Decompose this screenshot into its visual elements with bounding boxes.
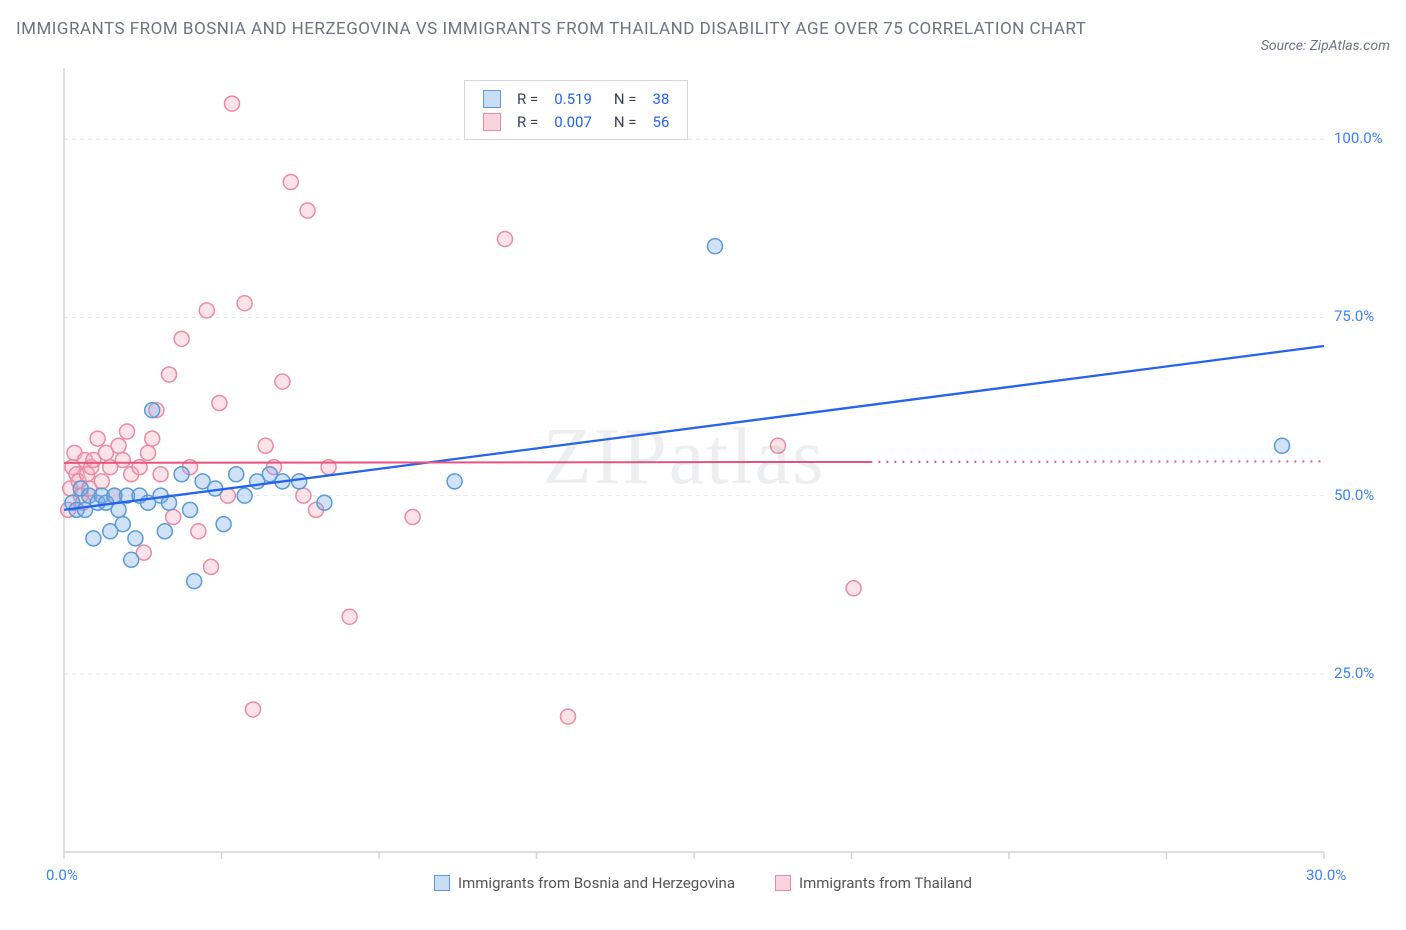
series-legend: Immigrants from Bosnia and Herzegovina Im… [16,864,1390,902]
scatter-plot [16,60,1392,882]
y-tick-label: 75.0% [1334,307,1374,325]
header-row: IMMIGRANTS FROM BOSNIA AND HERZEGOVINA V… [16,16,1390,54]
chart-title: IMMIGRANTS FROM BOSNIA AND HERZEGOVINA V… [16,16,1086,43]
legend-item: Immigrants from Thailand [775,864,972,902]
legend-item: Immigrants from Bosnia and Herzegovina [434,864,735,902]
y-tick-label: 50.0% [1334,486,1374,504]
correlation-legend: R =0.519N =38R =0.007N =56 [464,80,688,140]
chart-container: Disability Age Over 75 ZIPatlas R =0.519… [16,60,1390,900]
source-attribution: Source: ZipAtlas.com [1261,38,1390,54]
y-tick-label: 25.0% [1334,664,1374,682]
y-tick-label: 100.0% [1334,129,1383,147]
